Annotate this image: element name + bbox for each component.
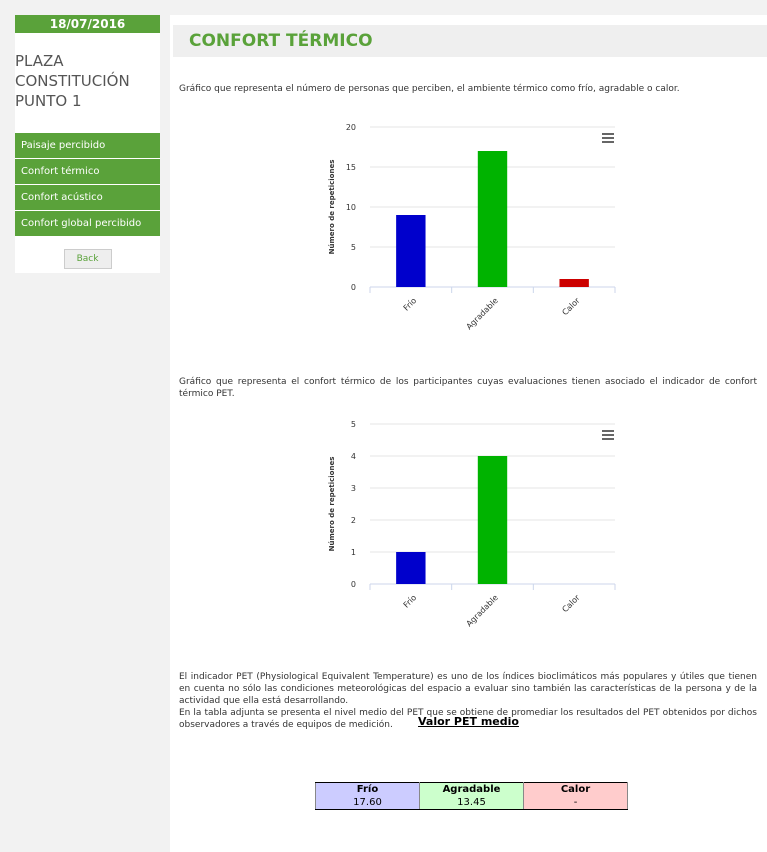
menu-icon — [602, 434, 614, 436]
menu-item[interactable]: Paisaje percibido — [15, 133, 160, 159]
x-tick-label: Frío — [402, 593, 419, 610]
bar — [396, 552, 426, 584]
y-tick-label: 10 — [346, 203, 356, 212]
main-panel: CONFORT TÉRMICO Gráfico que representa e… — [170, 15, 767, 852]
header-cell: Calor — [523, 782, 628, 796]
y-tick-label: 5 — [351, 420, 356, 429]
y-tick-label: 3 — [351, 484, 356, 493]
cell: 13.45 — [419, 796, 524, 810]
chart: 0 1 2 3 4 5 Número de repeticiones Frío Agradabl… — [328, 420, 616, 628]
pet-table: Frío Agradable Calor 17.60 13.45 - — [315, 782, 628, 810]
x-tick-label: Calor — [560, 593, 582, 615]
sidebar: 18/07/2016 PLAZA CONSTITUCIÓN PUNTO 1 Pa… — [15, 15, 160, 273]
paragraph: En la tabla adjunta se presenta el nivel… — [179, 708, 757, 730]
page-title: CONFORT TÉRMICO — [173, 25, 767, 57]
x-tick-label: Frío — [402, 296, 419, 313]
back-button[interactable]: Back — [63, 249, 112, 269]
header-cell: Agradable — [419, 782, 524, 796]
menu-icon — [602, 137, 614, 139]
y-tick-label: 0 — [351, 283, 356, 292]
bar — [559, 279, 589, 287]
menu-item[interactable]: Confort global percibido — [15, 211, 160, 237]
place-name: PLAZA CONSTITUCIÓN PUNTO 1 — [15, 52, 130, 110]
header-cell: Frío — [315, 782, 420, 796]
y-tick-label: 2 — [351, 516, 356, 525]
y-axis-label: Número de repeticiones — [328, 457, 336, 552]
x-tick-label: Agradable — [465, 296, 500, 331]
cell: - — [523, 796, 628, 810]
y-axis-label: Número de repeticiones — [328, 160, 336, 255]
menu-item[interactable]: Confort acústico — [15, 185, 160, 211]
intro: Gráfico que representa el confort térmic… — [179, 377, 757, 399]
x-tick-label: Calor — [560, 296, 582, 318]
table-title: Valor PET medio — [418, 715, 519, 728]
y-tick-label: 0 — [351, 580, 356, 589]
menu-icon — [602, 430, 614, 432]
y-tick-label: 1 — [351, 548, 356, 557]
intro: Gráfico que representa el número de pers… — [179, 84, 680, 94]
bar — [396, 215, 426, 287]
y-tick-label: 20 — [346, 123, 356, 132]
x-tick-label: Agradable — [465, 593, 500, 628]
bar — [477, 151, 508, 287]
bar — [477, 456, 508, 584]
date: 18/07/2016 — [15, 15, 160, 33]
chart: 0 5 10 15 20 Número de repeticiones Frío Agrada… — [328, 123, 616, 331]
y-tick-label: 5 — [351, 243, 356, 252]
menu-icon — [602, 141, 614, 143]
paragraph: El indicador PET (Physiological Equivale… — [179, 672, 757, 706]
menu-item[interactable]: Confort térmico — [15, 159, 160, 185]
y-tick-label: 15 — [346, 163, 356, 172]
y-tick-label: 4 — [351, 452, 356, 461]
cell: 17.60 — [315, 796, 420, 810]
menu-icon — [602, 438, 614, 440]
menu-icon — [602, 133, 614, 135]
